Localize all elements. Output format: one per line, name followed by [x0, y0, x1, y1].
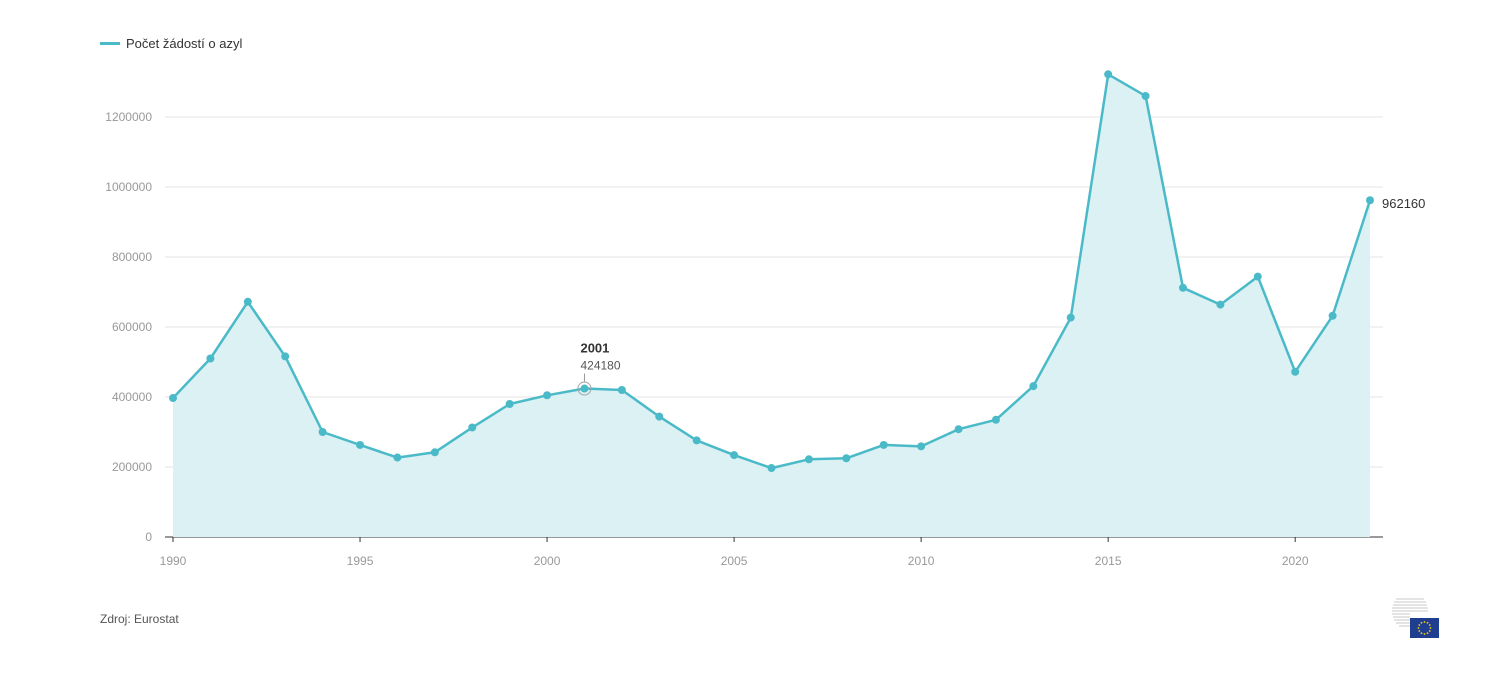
y-tick-label: 800000: [112, 250, 152, 264]
data-point-2020[interactable]: [1291, 367, 1300, 376]
data-point-2008[interactable]: [842, 454, 851, 463]
y-tick-label: 600000: [112, 320, 152, 334]
y-tick-label: 200000: [112, 460, 152, 474]
y-tick-label: 400000: [112, 390, 152, 404]
x-axis: 1990 1995 2000 2005 2010 2015 2020: [160, 536, 1383, 568]
data-point-1997[interactable]: [430, 448, 439, 457]
eu-star: [1420, 632, 1423, 635]
data-point-2005[interactable]: [730, 451, 739, 460]
data-point-1996[interactable]: [393, 453, 402, 462]
data-point-2016[interactable]: [1141, 92, 1150, 100]
data-point-2011[interactable]: [954, 425, 963, 434]
y-tick-label: 0: [145, 530, 152, 544]
x-tick-label: 1995: [347, 554, 374, 568]
eu-star: [1429, 627, 1432, 629]
data-point-2018[interactable]: [1216, 300, 1225, 309]
data-point-1991[interactable]: [206, 354, 215, 363]
source-note: Zdroj: Eurostat: [100, 612, 179, 626]
data-points: [169, 70, 1374, 473]
data-point-1995[interactable]: [356, 440, 365, 449]
data-point-2015[interactable]: [1104, 70, 1113, 79]
data-point-2006[interactable]: [767, 464, 776, 473]
data-point-2004[interactable]: [692, 436, 701, 445]
x-tick-label: 2010: [908, 554, 935, 568]
x-tick-label: 1990: [160, 554, 187, 568]
legend-swatch: [100, 42, 120, 45]
tooltip-value: 424180: [580, 359, 620, 373]
legend-label: Počet žádostí o azyl: [126, 36, 243, 51]
data-point-2021[interactable]: [1328, 311, 1337, 320]
eu-star: [1418, 624, 1421, 626]
y-axis: 0 200000 400000 600000 800000 1000000 1200000: [105, 110, 152, 544]
data-point-1994[interactable]: [318, 428, 327, 436]
data-point-2007[interactable]: [804, 455, 813, 464]
data-point-2012[interactable]: [991, 415, 1000, 424]
y-tick-label: 1000000: [105, 180, 152, 194]
eu-star: [1420, 621, 1423, 624]
data-point-2019[interactable]: [1253, 272, 1262, 281]
eu-flag-icon: [1392, 598, 1439, 638]
legend[interactable]: Počet žádostí o azyl: [100, 36, 242, 51]
eu-star: [1417, 627, 1420, 629]
data-point-2022[interactable]: [1366, 196, 1374, 205]
data-point-1992[interactable]: [243, 297, 252, 306]
data-point-2009[interactable]: [879, 440, 888, 449]
x-tick-label: 2005: [721, 554, 748, 568]
eu-star: [1423, 633, 1426, 635]
data-point-2000[interactable]: [543, 391, 552, 400]
data-point-1999[interactable]: [505, 400, 514, 408]
eu-star: [1428, 630, 1431, 632]
eu-star: [1426, 632, 1429, 635]
tooltip-year: 2001: [580, 341, 609, 356]
tooltip: 2001 424180: [577, 341, 621, 396]
eu-star: [1423, 621, 1426, 623]
data-point-2013[interactable]: [1029, 382, 1038, 391]
x-tick-label: 2020: [1282, 554, 1309, 568]
data-point-2017[interactable]: [1178, 283, 1187, 292]
data-point-2002[interactable]: [617, 386, 626, 394]
data-point-2001[interactable]: [580, 384, 589, 393]
eu-star: [1418, 630, 1421, 632]
data-point-2010[interactable]: [917, 442, 926, 451]
data-point-2003[interactable]: [655, 412, 664, 421]
x-tick-label: 2015: [1095, 554, 1122, 568]
y-tick-label: 1200000: [105, 110, 152, 124]
data-point-1998[interactable]: [468, 423, 477, 432]
data-point-1993[interactable]: [281, 352, 290, 361]
eu-star: [1428, 624, 1431, 626]
area-fill: [173, 74, 1370, 538]
data-point-2014[interactable]: [1066, 313, 1075, 322]
x-tick-label: 2000: [534, 554, 561, 568]
tooltip-marker-halo: [577, 381, 592, 396]
end-value-label: 962160: [1382, 196, 1425, 211]
data-point-1990[interactable]: [169, 394, 177, 403]
eu-star: [1426, 621, 1429, 624]
